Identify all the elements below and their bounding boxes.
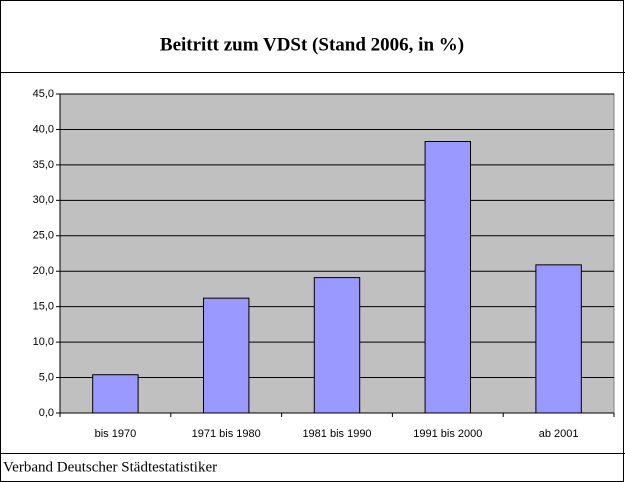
- source: Verband Deutscher Städtestatistiker: [3, 459, 217, 475]
- y-tick-label: 35,0: [33, 159, 54, 171]
- x-tick-label: 1991 bis 2000: [413, 428, 482, 440]
- bar: [313, 277, 361, 414]
- bar: [202, 297, 250, 414]
- chart-title: Beitritt zum VDSt (Stand 2006, in %): [160, 34, 464, 55]
- y-tick-label: 20,0: [33, 265, 54, 277]
- y-tick-label: 5,0: [39, 371, 54, 383]
- bar: [535, 264, 582, 414]
- y-tick-label: 40,0: [33, 123, 54, 135]
- x-tick-label: ab 2001: [539, 428, 579, 440]
- y-tick-label: 0,0: [39, 407, 54, 419]
- x-tick-label: 1981 bis 1990: [302, 428, 371, 440]
- x-tick-label: 1971 bis 1980: [192, 428, 261, 440]
- x-tick-label: bis 1970: [95, 428, 137, 440]
- y-tick-label: 15,0: [33, 301, 54, 313]
- y-tick-label: 10,0: [33, 336, 54, 348]
- y-tick-label: 25,0: [33, 230, 54, 242]
- y-tick-label: 45,0: [33, 88, 54, 100]
- bar: [92, 374, 139, 414]
- bar: [424, 140, 472, 414]
- y-tick-label: 30,0: [33, 194, 54, 206]
